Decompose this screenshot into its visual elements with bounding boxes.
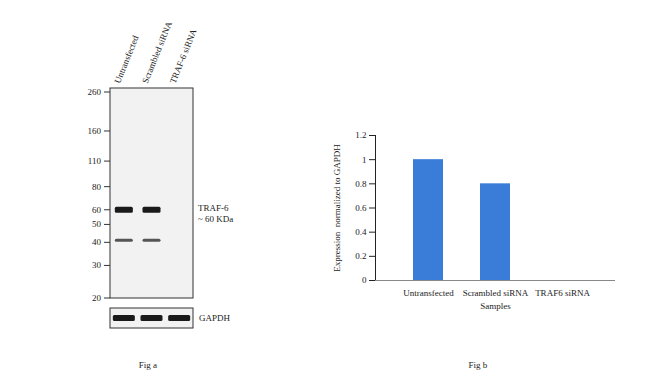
svg-text:0: 0	[362, 275, 367, 285]
svg-text:GAPDH: GAPDH	[199, 313, 231, 323]
svg-text:Untransfected: Untransfected	[112, 34, 140, 85]
svg-text:Untransfected: Untransfected	[403, 288, 454, 298]
svg-text:110: 110	[88, 156, 102, 166]
svg-text:20: 20	[92, 293, 102, 303]
svg-text:TRAF6 siRNA: TRAF6 siRNA	[535, 288, 590, 298]
svg-text:40: 40	[92, 237, 102, 247]
svg-text:Scrambled siRNA: Scrambled siRNA	[463, 288, 529, 298]
svg-text:1: 1	[362, 155, 367, 165]
svg-text:160: 160	[88, 126, 102, 136]
svg-text:30: 30	[92, 260, 102, 270]
svg-text:Expression normalized to GAPD: Expression normalized to GAPDH	[332, 144, 342, 272]
svg-text:0.8: 0.8	[355, 179, 367, 189]
svg-text:60: 60	[92, 205, 102, 215]
svg-text:Fig a: Fig a	[139, 360, 157, 370]
svg-text:TRAF-6~ 60 KDa: TRAF-6~ 60 KDa	[198, 203, 233, 224]
svg-text:1.2: 1.2	[355, 130, 366, 140]
svg-text:0.2: 0.2	[355, 251, 366, 261]
svg-text:TRAF-6 siRNA: TRAF-6 siRNA	[168, 27, 199, 85]
svg-text:80: 80	[92, 182, 102, 192]
svg-text:50: 50	[92, 219, 102, 229]
svg-text:Fig b: Fig b	[469, 360, 488, 370]
svg-text:260: 260	[88, 87, 102, 97]
svg-text:0.6: 0.6	[355, 203, 367, 213]
svg-text:Samples: Samples	[480, 301, 511, 311]
svg-text:Scrambled siRNA: Scrambled siRNA	[140, 20, 174, 85]
svg-text:0.4: 0.4	[355, 227, 367, 237]
